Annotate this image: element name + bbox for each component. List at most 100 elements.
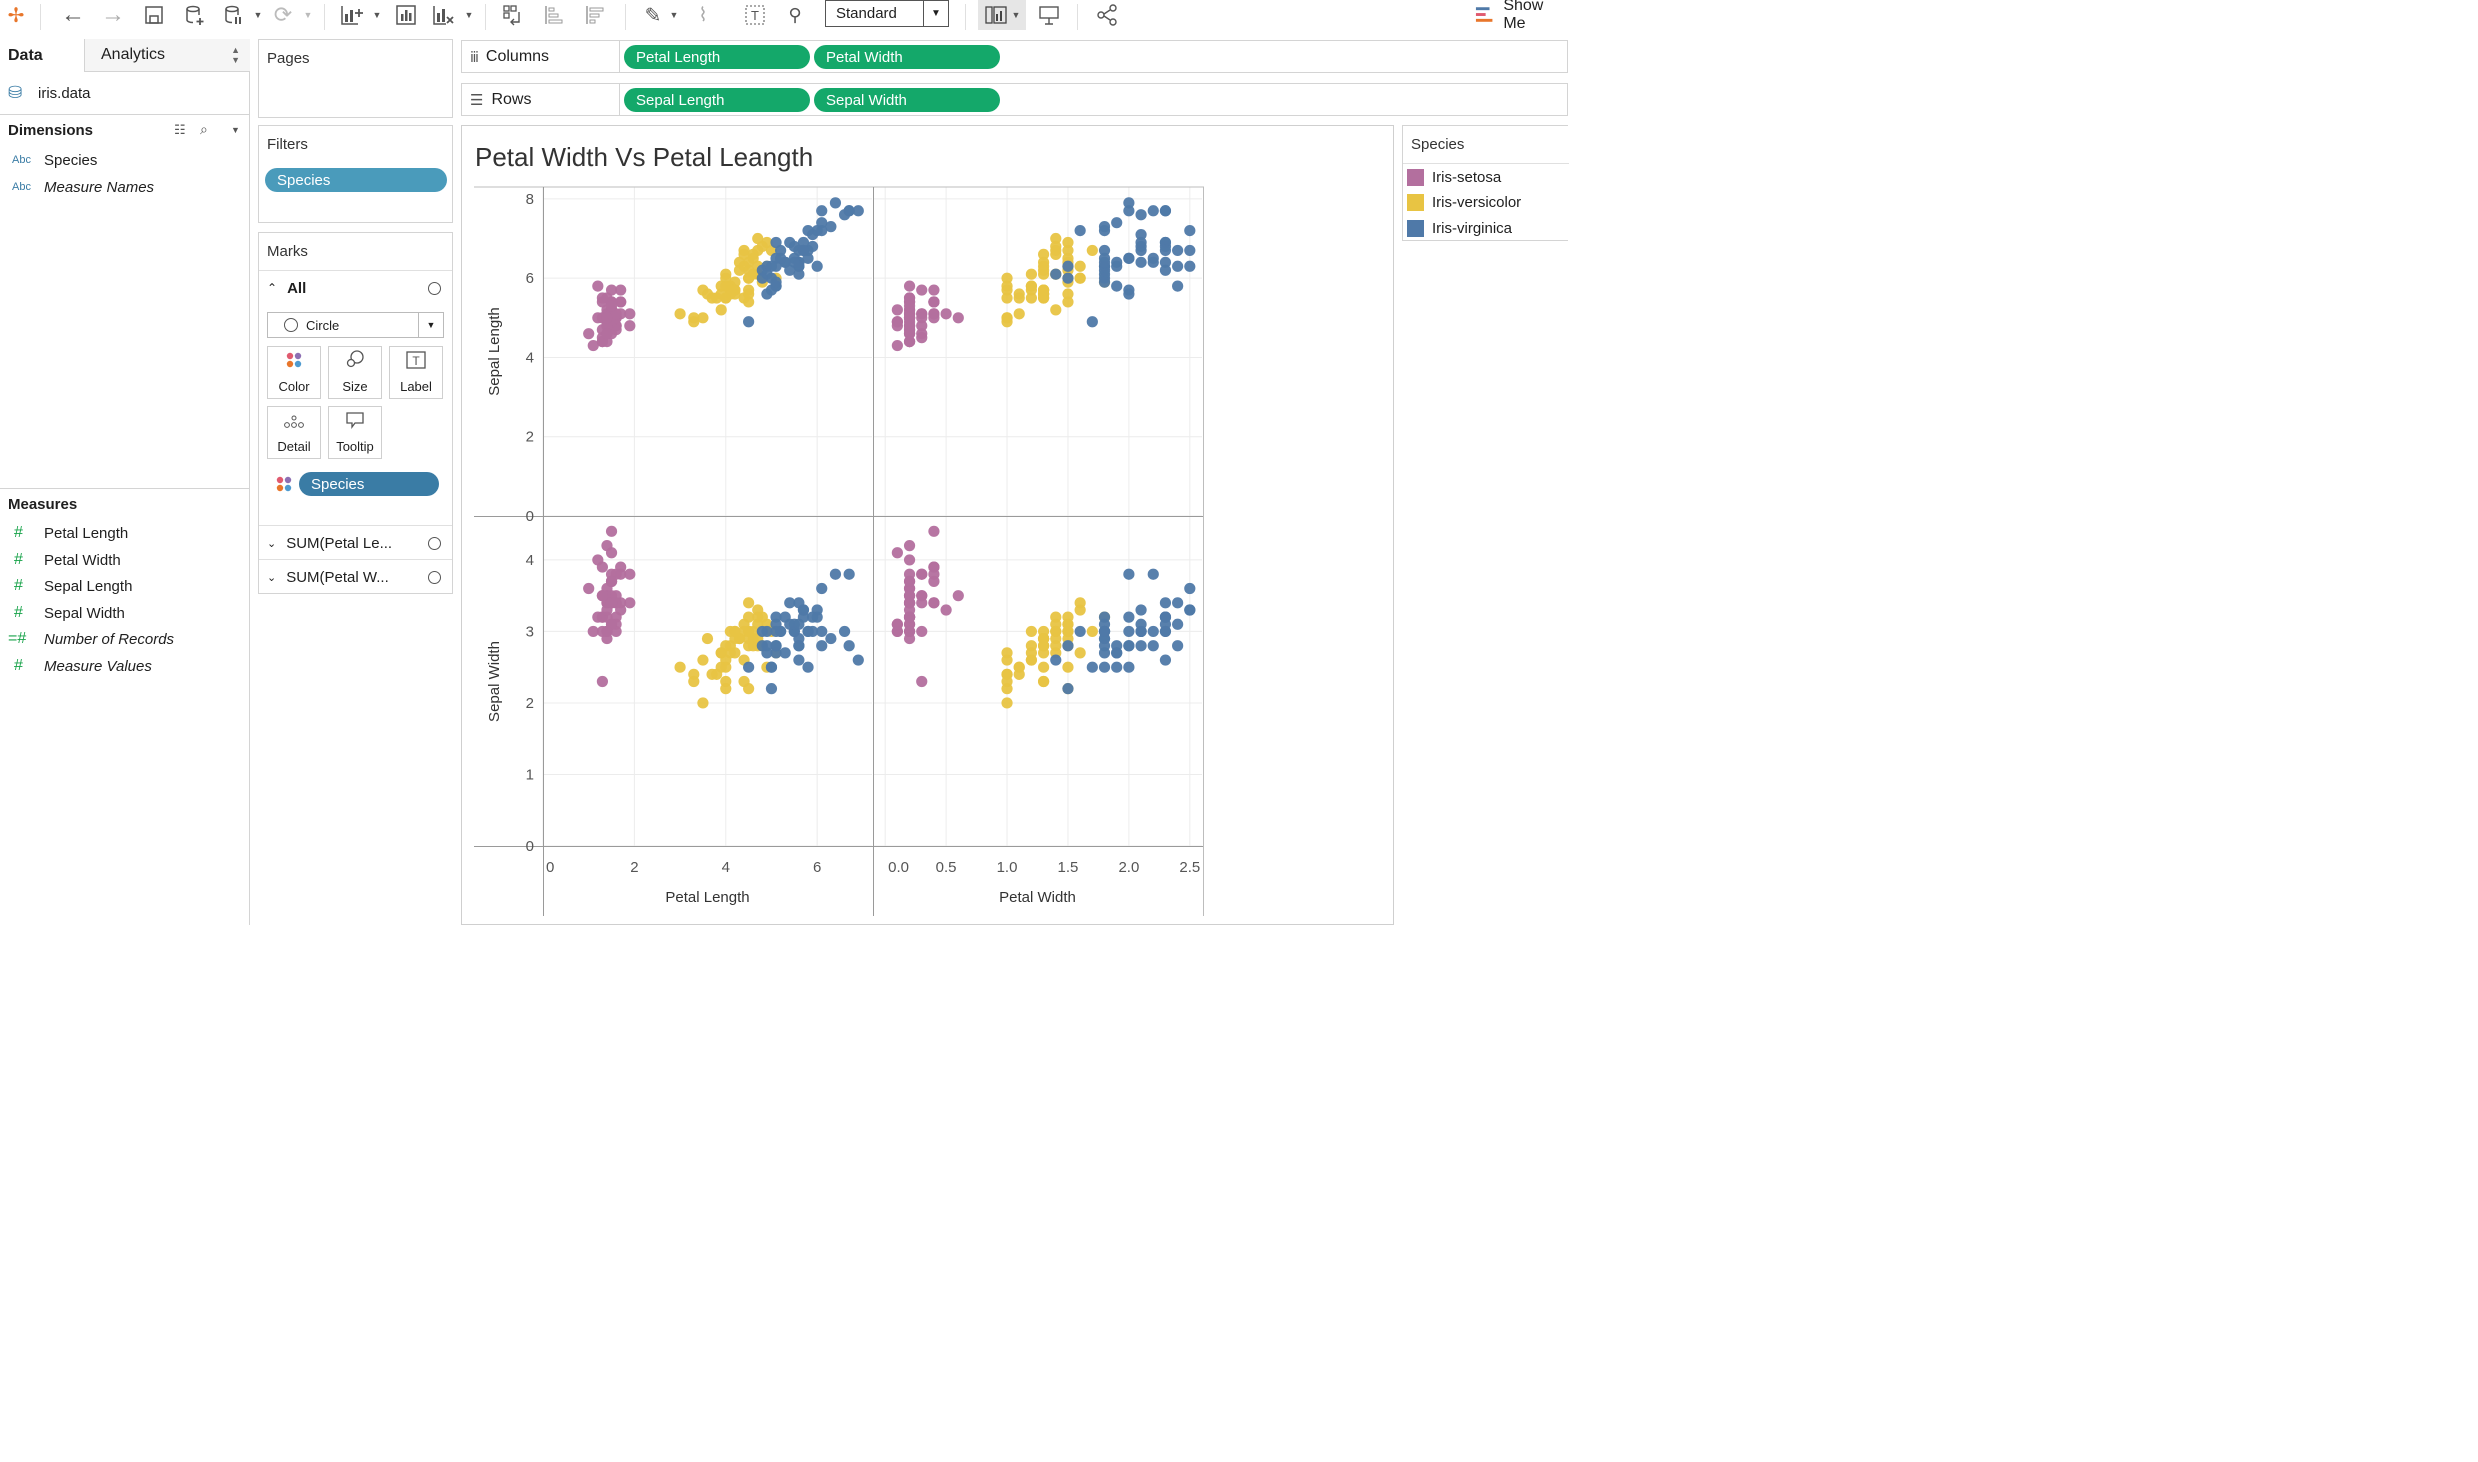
share-icon[interactable] [1094, 3, 1120, 27]
columns-shelf[interactable]: ⅲ Columns Petal Length Petal Width [461, 40, 1568, 73]
refresh-dropdown-icon[interactable]: ▼ [303, 10, 313, 20]
legend-item-virginica[interactable]: Iris-virginica [1407, 218, 1512, 238]
forward-icon[interactable]: → [101, 1, 125, 28]
filter-pill-species[interactable]: Species [265, 168, 447, 192]
size-button[interactable]: Size [328, 346, 382, 399]
toolbar-separator [324, 4, 325, 30]
size-icon [345, 349, 365, 373]
data-point [1184, 260, 1196, 272]
data-point [706, 668, 718, 680]
pin-icon[interactable]: ⚲ [788, 4, 802, 25]
data-point [743, 316, 755, 328]
dimensions-menu-icon[interactable]: ▼ [231, 125, 240, 135]
data-point [843, 568, 855, 580]
measure-field-petal-width[interactable]: # Petal Width [0, 549, 121, 571]
filters-card[interactable]: Filters Species [258, 125, 453, 223]
marks-all-row[interactable]: ⌃ All [267, 277, 447, 299]
tab-data[interactable]: Data [0, 39, 92, 72]
filters-title: Filters [267, 136, 308, 153]
columns-pill-petal-length[interactable]: Petal Length [624, 45, 810, 69]
measure-field-sepal-width[interactable]: # Sepal Width [0, 602, 125, 624]
back-icon[interactable]: ← [61, 1, 85, 28]
pill-label: Species [311, 475, 365, 493]
annotate-icon[interactable]: ⌇ [698, 4, 708, 26]
data-point [587, 625, 599, 638]
color-pill-species[interactable]: Species [299, 472, 439, 496]
data-point [1135, 256, 1147, 268]
sort-asc-icon[interactable] [541, 3, 567, 27]
data-point [816, 640, 828, 652]
clear-sheet-dropdown-icon[interactable]: ▼ [464, 10, 474, 20]
label-icon[interactable]: T [742, 3, 768, 27]
data-point [1111, 260, 1123, 272]
data-point [940, 308, 952, 320]
color-button[interactable]: Color [267, 346, 321, 399]
label-label: Label [400, 379, 432, 394]
show-me-button[interactable]: Show Me [1474, 0, 1568, 32]
rows-pill-sepal-length[interactable]: Sepal Length [624, 88, 810, 112]
data-point [1123, 611, 1135, 623]
data-point [596, 561, 609, 573]
presentation-icon[interactable] [1036, 3, 1062, 27]
fit-select[interactable]: Standard ▼ [825, 0, 949, 27]
new-worksheet-dropdown-icon[interactable]: ▼ [372, 10, 382, 20]
clear-sheet-icon[interactable] [430, 3, 458, 27]
measure-field-measure-values[interactable]: # Measure Values [0, 655, 152, 677]
viz-area[interactable]: Petal Width Vs Petal Leangth 0 2 4 6 8 Sepal … [461, 125, 1394, 925]
tab-analytics[interactable]: Analytics ▲ ▼ [84, 39, 250, 72]
measure-field-sepal-length[interactable]: # Sepal Length [0, 575, 132, 597]
chevron-down-icon: ▼ [923, 1, 948, 26]
new-datasource-icon[interactable] [182, 3, 208, 27]
tooltip-button[interactable]: Tooltip [328, 406, 382, 459]
columns-label: Columns [485, 48, 550, 65]
data-point [587, 339, 599, 352]
data-point [583, 582, 595, 595]
pages-card[interactable]: Pages [258, 39, 453, 118]
data-point [1123, 625, 1135, 638]
data-point [916, 332, 928, 344]
data-point [1184, 244, 1196, 257]
dimension-field-measure-names[interactable]: Abc Measure Names [0, 176, 154, 198]
search-icon[interactable]: ⌕ [200, 121, 208, 137]
mark-type-select[interactable]: Circle ▼ [267, 312, 444, 338]
y-axis-title: Sepal Width [486, 641, 503, 722]
highlight-icon[interactable]: ✎ [644, 4, 662, 27]
pill-label: Petal Length [636, 48, 721, 66]
legend-item-setosa[interactable]: Iris-setosa [1407, 167, 1501, 187]
color-legend[interactable]: Species Iris-setosa Iris-versicolor Iris… [1402, 125, 1569, 241]
data-point [1037, 640, 1050, 652]
rows-shelf[interactable]: ☰ Rows Sepal Length Sepal Width [461, 83, 1568, 116]
show-cards-icon[interactable]: ▼ [978, 0, 1026, 30]
dimension-field-species[interactable]: Abc Species [0, 149, 97, 171]
datasource-item[interactable]: ⛁ iris.data [8, 82, 248, 104]
data-point [1135, 604, 1147, 616]
rows-pill-sepal-width[interactable]: Sepal Width [814, 88, 1000, 112]
columns-pill-petal-width[interactable]: Petal Width [814, 45, 1000, 69]
legend-item-versicolor[interactable]: Iris-versicolor [1407, 192, 1521, 212]
swap-icon[interactable] [500, 3, 526, 27]
datasource-dropdown-icon[interactable]: ▼ [253, 10, 263, 20]
refresh-icon[interactable]: ⟳ [273, 2, 293, 27]
data-point [903, 320, 916, 332]
data-point [891, 618, 903, 630]
tableau-logo-icon[interactable]: ✢ [7, 4, 25, 27]
sort-desc-icon[interactable] [582, 3, 608, 27]
list-view-icon[interactable]: ☷ [174, 122, 186, 137]
detail-button[interactable]: Detail [267, 406, 321, 459]
new-worksheet-icon[interactable] [338, 3, 366, 27]
pause-datasource-icon[interactable] [222, 3, 246, 27]
data-point [891, 339, 903, 352]
data-point [829, 197, 842, 209]
measure-field-number-of-records[interactable]: =# Number of Records [0, 628, 174, 650]
marks-sub-card-petal-length[interactable]: ⌄ SUM(Petal Le... [267, 532, 447, 554]
duplicate-sheet-icon[interactable] [392, 3, 420, 27]
save-icon[interactable] [142, 3, 166, 27]
marks-sub-card-petal-width[interactable]: ⌄ SUM(Petal W... [267, 566, 447, 588]
label-button[interactable]: T Label [389, 346, 443, 399]
data-point [674, 308, 686, 320]
data-point [784, 236, 796, 249]
measure-field-petal-length[interactable]: # Petal Length [0, 522, 128, 544]
data-point [1050, 232, 1062, 245]
highlight-dropdown-icon[interactable]: ▼ [669, 10, 679, 20]
